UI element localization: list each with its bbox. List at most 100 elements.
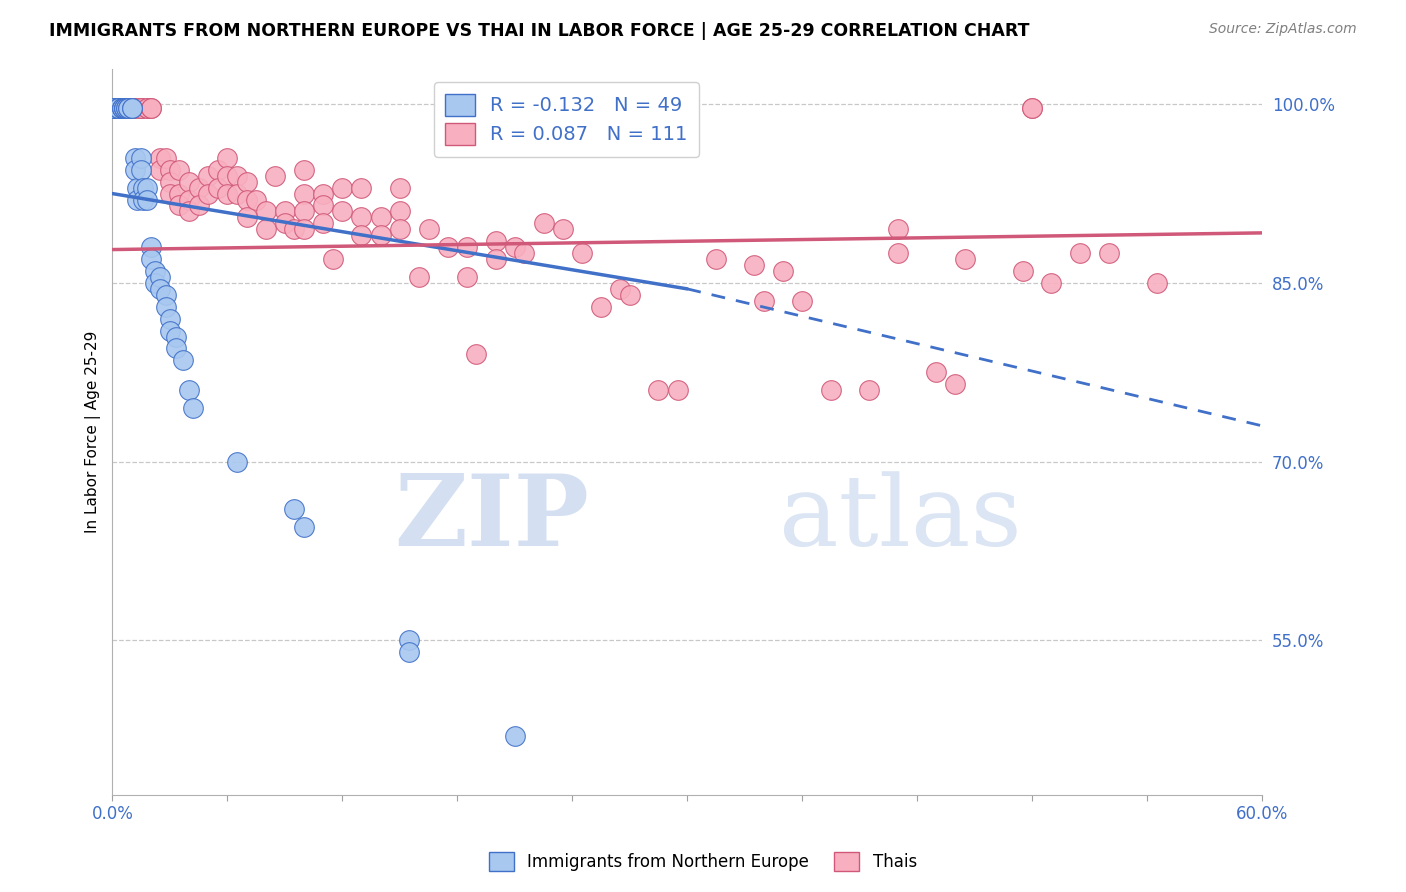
Point [292, 162, 315, 177]
Point [1011, 264, 1033, 278]
Point [111, 101, 134, 115]
Point [135, 193, 157, 207]
Point [108, 101, 131, 115]
Point [312, 198, 335, 212]
Point [609, 282, 631, 296]
Point [159, 324, 181, 338]
Point [207, 162, 229, 177]
Point [226, 454, 249, 468]
Point [465, 347, 488, 361]
Point [139, 240, 162, 254]
Point [388, 222, 411, 236]
Point [235, 193, 257, 207]
Point [114, 101, 136, 115]
Point [589, 300, 612, 314]
Point [925, 365, 948, 379]
Point [159, 186, 181, 201]
Point [533, 216, 555, 230]
Point [887, 222, 910, 236]
Point [101, 101, 124, 115]
Point [143, 264, 166, 278]
Point [172, 353, 194, 368]
Point [165, 329, 187, 343]
Point [792, 293, 814, 308]
Point [254, 204, 277, 219]
Point [503, 729, 526, 743]
Point [1069, 246, 1091, 260]
Point [159, 162, 181, 177]
Point [292, 204, 315, 219]
Point [485, 252, 508, 266]
Point [177, 175, 200, 189]
Point [155, 151, 177, 165]
Point [159, 175, 181, 189]
Point [107, 101, 129, 115]
Point [135, 101, 157, 115]
Point [117, 101, 139, 115]
Point [197, 169, 219, 183]
Point [155, 300, 177, 314]
Point [121, 101, 143, 115]
Point [112, 101, 135, 115]
Point [124, 162, 146, 177]
Point [312, 186, 335, 201]
Point [418, 222, 440, 236]
Point [127, 180, 149, 194]
Text: IMMIGRANTS FROM NORTHERN EUROPE VS THAI IN LABOR FORCE | AGE 25-29 CORRELATION C: IMMIGRANTS FROM NORTHERN EUROPE VS THAI … [49, 22, 1029, 40]
Point [820, 383, 842, 397]
Point [112, 101, 135, 115]
Point [647, 383, 669, 397]
Point [111, 101, 134, 115]
Point [129, 151, 152, 165]
Point [132, 180, 155, 194]
Point [1040, 276, 1063, 290]
Legend: Immigrants from Northern Europe, Thais: Immigrants from Northern Europe, Thais [481, 843, 925, 880]
Point [292, 186, 315, 201]
Point [370, 228, 392, 243]
Point [226, 169, 249, 183]
Point [111, 101, 134, 115]
Point [1146, 276, 1168, 290]
Point [165, 342, 187, 356]
Point [129, 101, 152, 115]
Point [169, 198, 191, 212]
Point [398, 633, 420, 648]
Point [887, 246, 910, 260]
Point [226, 186, 249, 201]
Point [513, 246, 536, 260]
Point [388, 180, 411, 194]
Point [105, 101, 128, 115]
Point [292, 520, 315, 534]
Point [107, 101, 129, 115]
Point [129, 101, 152, 115]
Point [283, 502, 305, 516]
Point [235, 211, 257, 225]
Point [101, 101, 124, 115]
Point [485, 234, 508, 248]
Point [571, 246, 593, 260]
Point [254, 222, 277, 236]
Point [129, 162, 152, 177]
Point [177, 193, 200, 207]
Point [666, 383, 689, 397]
Point [105, 101, 128, 115]
Point [283, 222, 305, 236]
Point [177, 383, 200, 397]
Point [551, 222, 574, 236]
Point [207, 180, 229, 194]
Point [121, 101, 143, 115]
Point [105, 101, 128, 115]
Point [436, 240, 458, 254]
Point [112, 101, 135, 115]
Point [177, 204, 200, 219]
Point [149, 151, 172, 165]
Point [245, 193, 267, 207]
Point [953, 252, 976, 266]
Point [945, 377, 967, 392]
Point [197, 186, 219, 201]
Point [312, 216, 335, 230]
Point [370, 211, 392, 225]
Point [181, 401, 204, 415]
Point [619, 288, 641, 302]
Point [456, 240, 478, 254]
